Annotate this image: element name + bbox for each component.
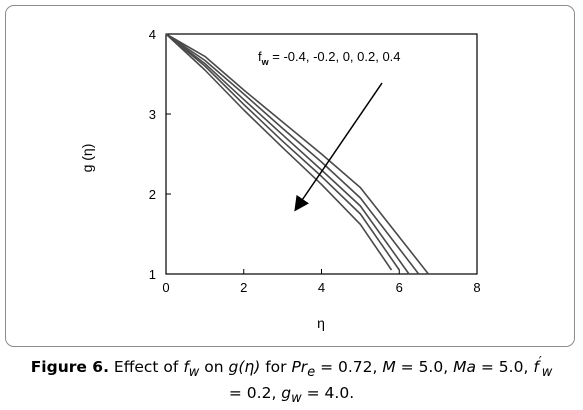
y-tick-label: 3 [149,107,156,122]
annotation-arrow [294,82,383,212]
figure-frame [5,5,575,347]
caption-pr: Pr [291,358,308,377]
caption-text: = 5.0, [395,358,454,377]
caption-g-eta: g(η) [228,358,261,377]
caption-text: for [260,358,292,377]
caption-pr-sub: e [307,365,316,381]
caption-gw-sub: w [291,391,302,407]
chart: 0 2 4 6 8 1 2 3 4 g (η) η fw = -0.4, -0.2, 0, 0.… [79,27,481,331]
caption-fw-prime-sub: w [541,365,553,381]
caption-fw: f [183,358,189,377]
y-tick-label: 1 [149,267,156,282]
series-line-1 [165,33,393,271]
series-line-5 [165,33,430,275]
caption-fw-sub: w [188,365,200,381]
axis-ticks: 0 2 4 6 8 1 2 3 4 [149,27,481,295]
caption-text: Effect of [108,358,184,377]
x-axis-label: η [317,315,325,331]
annotation-sub: w [261,57,270,67]
series-line-2 [165,33,400,271]
caption-fw-prime: f [533,358,539,377]
annotation-values: = -0.4, -0.2, 0, 0.2, 0.4 [269,49,401,64]
series-line-3 [165,33,410,275]
annotation-text: fw = -0.4, -0.2, 0, 0.2, 0.4 [258,49,401,67]
annotation-f: f [258,49,262,64]
y-tick-label: 4 [149,27,156,42]
caption-text: = 0.2, [228,384,282,403]
figure-caption: Figure 6. Effect of fw on g(η) for Pre =… [10,353,573,409]
series-line-4 [165,33,420,275]
caption-label: Figure 6. [30,358,109,377]
caption-text: = 4.0. [301,384,355,403]
caption-gw: g [281,384,292,403]
x-tick-label: 2 [240,280,247,295]
x-tick-label: 4 [318,280,325,295]
caption-text: = 0.72, [315,358,383,377]
y-axis-label: g (η) [79,144,95,173]
caption-line-2: = 0.2, gw = 4.0. [10,383,573,409]
x-tick-label: 6 [396,280,403,295]
x-tick-label: 0 [162,280,169,295]
caption-text: = 5.0, [475,358,534,377]
y-tick-label: 2 [149,187,156,202]
curves [165,33,430,275]
caption-m: M [382,358,396,377]
caption-ma: Ma [453,358,476,377]
caption-prime: ′ [538,355,542,370]
x-tick-label: 8 [473,280,480,295]
caption-text: on [199,358,229,377]
